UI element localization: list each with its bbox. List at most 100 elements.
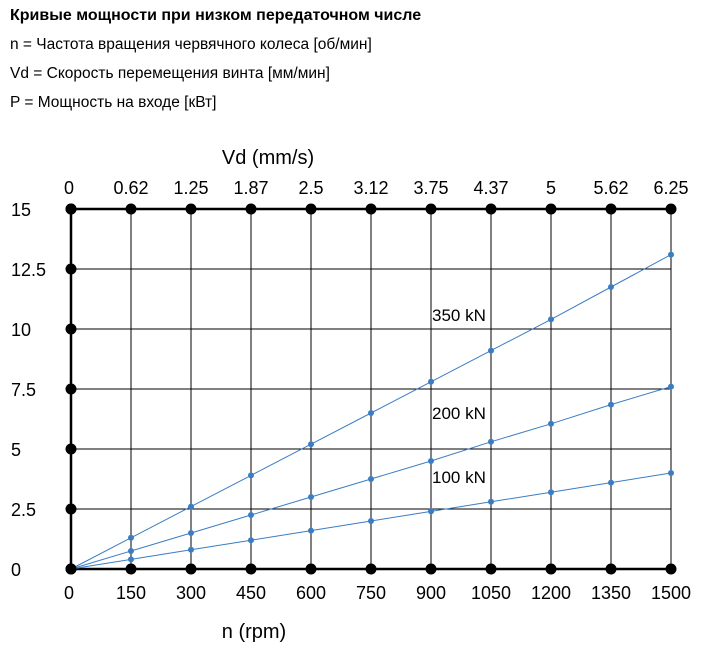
data-point-s0-5: [368, 410, 374, 416]
x2-tick-label-4: 2.5: [298, 178, 323, 198]
data-point-s1-9: [608, 401, 614, 408]
left-axis-dot-0: [65, 563, 77, 575]
top-axis-dot-2: [185, 203, 197, 215]
series-lines: 350 kN 200 kN 100 kN: [68, 251, 674, 572]
bottom-axis-dot-3: [245, 563, 257, 575]
x2-tick-label-3: 1.87: [233, 178, 268, 198]
top-axis-dot-10: [665, 203, 677, 215]
data-point-s2-7: [488, 498, 494, 505]
data-point-s1-1: [128, 548, 134, 554]
top-axis-dot-8: [545, 203, 557, 215]
x2-tick-label-9: 5.62: [593, 178, 628, 198]
x2-tick-label-7: 4.37: [473, 178, 508, 198]
top-axis-dot-1: [125, 203, 137, 215]
data-point-s0-2: [188, 503, 194, 510]
x-tick-label-6: 900: [416, 583, 446, 603]
top-axis-dot-7: [485, 203, 497, 215]
x2-axis-title: Vd (mm/s): [222, 147, 314, 169]
data-point-s1-8: [548, 420, 554, 427]
y-tick-label-2: 5: [11, 440, 21, 460]
data-point-s1-6: [428, 458, 434, 464]
data-point-s0-9: [608, 284, 614, 290]
x-axis-title: n (rpm): [222, 621, 286, 643]
x-tick-label-5: 750: [356, 583, 386, 603]
x-tick-label-7: 1050: [471, 583, 511, 603]
data-point-s1-10: [668, 383, 674, 390]
bottom-axis-dot-5: [365, 563, 377, 575]
bottom-axis-dot-4: [305, 563, 317, 575]
data-point-s0-1: [128, 534, 134, 541]
chart-title: Кривые мощности при низком передаточном …: [10, 7, 422, 24]
axis-dots: [65, 203, 677, 575]
x-tick-label-8: 1200: [531, 583, 571, 603]
x-tick-label-10: 1500: [651, 583, 691, 603]
data-point-s0-8: [548, 316, 554, 323]
data-point-s0-7: [488, 347, 494, 354]
left-axis-dot-4: [65, 323, 77, 335]
data-point-s2-10: [668, 470, 674, 476]
x-tick-label-0: 0: [64, 583, 74, 603]
chart-header: Кривые мощности при низком передаточном …: [10, 6, 421, 122]
x2-tick-label-10: 6.25: [653, 178, 688, 198]
data-point-s2-5: [368, 518, 374, 524]
top-axis-dot-5: [365, 203, 377, 215]
legend-line-p: P = Мощность на входе [кВт]: [10, 94, 217, 111]
y-tick-label-5: 12.5: [11, 260, 46, 280]
bottom-axis-dot-9: [605, 563, 617, 575]
y-tick-label-3: 7.5: [11, 380, 36, 400]
x2-tick-label-2: 1.25: [173, 178, 208, 198]
data-point-s2-9: [608, 479, 614, 486]
data-point-s1-7: [488, 438, 494, 445]
data-point-s1-4: [308, 494, 314, 500]
y-tick-label-4: 10: [11, 320, 31, 340]
x2-tick-label-8: 5: [546, 178, 556, 198]
y-tick-label-0: 0: [11, 560, 21, 580]
data-point-s0-6: [428, 378, 434, 385]
x-tick-label-4: 600: [296, 583, 326, 603]
bottom-axis-dot-10: [665, 563, 677, 575]
x-tick-label-9: 1350: [591, 583, 631, 603]
x2-tick-label-6: 3.75: [413, 178, 448, 198]
x2-tick-label-5: 3.12: [353, 178, 388, 198]
data-point-s2-4: [308, 527, 314, 534]
data-point-s1-5: [368, 476, 374, 482]
data-point-s0-4: [308, 441, 314, 448]
series-label-0: 350 kN: [432, 306, 486, 325]
left-axis-dot-2: [65, 443, 77, 455]
bottom-axis-dot-7: [485, 563, 497, 575]
top-axis-dot-4: [305, 203, 317, 215]
data-point-s2-3: [248, 537, 254, 544]
y-tick-label-6: 15: [11, 200, 31, 220]
top-axis-dot-6: [425, 203, 437, 215]
x-tick-label-3: 450: [236, 583, 266, 603]
left-axis-dot-5: [65, 263, 77, 275]
data-point-s2-1: [128, 556, 134, 563]
grid: [70, 208, 672, 570]
x2-tick-label-1: 0.62: [113, 178, 148, 198]
top-axis-dot-3: [245, 203, 257, 215]
x-tick-label-2: 300: [176, 583, 206, 603]
left-axis-dot-6: [65, 203, 77, 215]
legend-line-vd: Vd = Скорость перемещения винта [мм/мин]: [10, 65, 330, 82]
top-axis-dot-9: [605, 203, 617, 215]
bottom-axis-dot-8: [545, 563, 557, 575]
series-label-2: 100 kN: [432, 468, 486, 487]
data-point-s1-3: [248, 512, 254, 518]
data-point-s1-2: [188, 530, 194, 536]
data-point-s0-10: [668, 251, 674, 258]
left-axis-dot-1: [65, 503, 77, 515]
data-point-s2-2: [188, 546, 194, 553]
x2-tick-label-0: 0: [64, 178, 74, 198]
data-point-s2-8: [548, 489, 554, 496]
bottom-axis-dot-2: [185, 563, 197, 575]
legend-line-n: n = Частота вращения червячного колеса […: [10, 36, 372, 53]
y-tick-label-1: 2.5: [11, 500, 36, 520]
bottom-axis-dot-1: [125, 563, 137, 575]
data-point-s2-6: [428, 508, 434, 515]
x-tick-label-1: 150: [116, 583, 146, 603]
series-label-1: 200 kN: [432, 404, 486, 423]
left-axis-dot-3: [65, 383, 77, 395]
bottom-axis-dot-6: [425, 563, 437, 575]
